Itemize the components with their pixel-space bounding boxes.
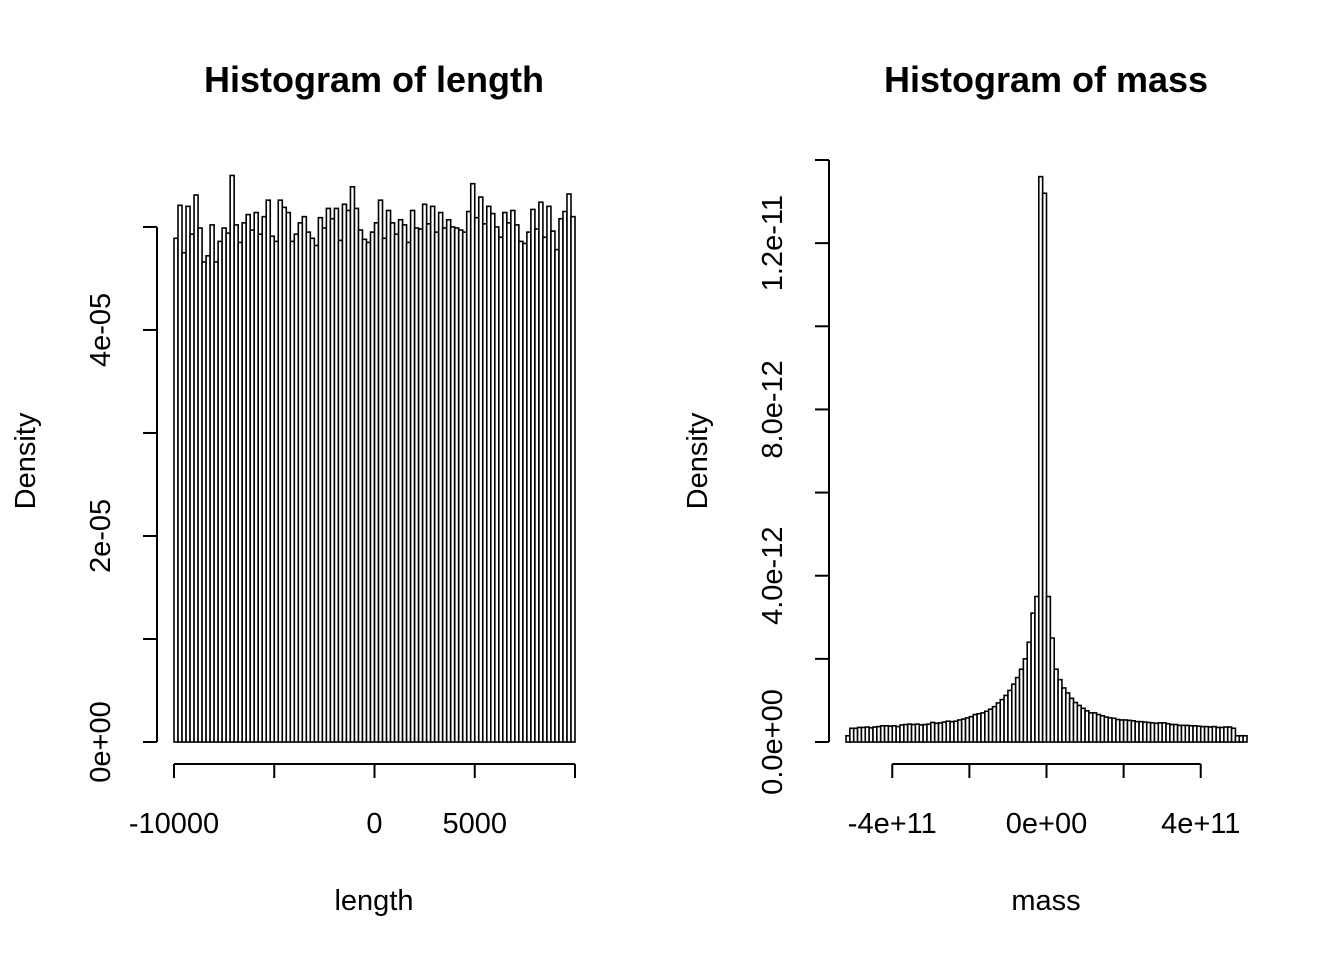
x-tick-label: -10000 bbox=[129, 808, 219, 840]
histogram-length-panel: Histogram of length length Density -1000… bbox=[10, 59, 576, 917]
histogram-bar bbox=[570, 215, 576, 743]
x-axis-label: mass bbox=[1011, 885, 1080, 917]
chart-title: Histogram of mass bbox=[884, 59, 1208, 100]
y-tick-label: 1.2e-11 bbox=[757, 195, 789, 291]
x-axis: -10000 0 5000 bbox=[129, 763, 576, 840]
y-tick-label: 8.0e-12 bbox=[757, 360, 789, 458]
x-tick-label: -4e+11 bbox=[848, 808, 937, 840]
y-axis-label: Density bbox=[682, 412, 714, 509]
x-tick-label: 0 bbox=[366, 808, 382, 840]
y-axis: 0e+00 2e-05 4e-05 bbox=[85, 225, 158, 783]
y-tick-label: 4e-05 bbox=[85, 293, 117, 367]
y-tick-label: 0e+00 bbox=[85, 701, 117, 782]
histogram-mass-panel: Histogram of mass mass Density -4e+11 0e+… bbox=[682, 59, 1248, 917]
x-axis: -4e+11 0e+00 4e+11 bbox=[848, 763, 1240, 840]
x-tick-label: 4e+11 bbox=[1161, 808, 1240, 840]
chart-title: Histogram of length bbox=[204, 59, 544, 100]
y-tick-label: 4.0e-12 bbox=[757, 527, 789, 625]
histogram-bars bbox=[173, 174, 576, 743]
x-tick-label: 5000 bbox=[442, 808, 507, 840]
histogram-bar bbox=[1041, 192, 1048, 743]
y-axis-label: Density bbox=[10, 412, 42, 509]
histogram-bar bbox=[1242, 734, 1248, 743]
y-tick-label: 2e-05 bbox=[85, 499, 117, 573]
x-axis-label: length bbox=[334, 885, 413, 917]
y-axis: 0.0e+00 4.0e-12 8.0e-12 1.2e-11 bbox=[757, 159, 830, 795]
histogram-bars bbox=[845, 175, 1248, 743]
y-tick-label: 0.0e+00 bbox=[757, 689, 789, 795]
x-tick-label: 0e+00 bbox=[1006, 808, 1087, 840]
